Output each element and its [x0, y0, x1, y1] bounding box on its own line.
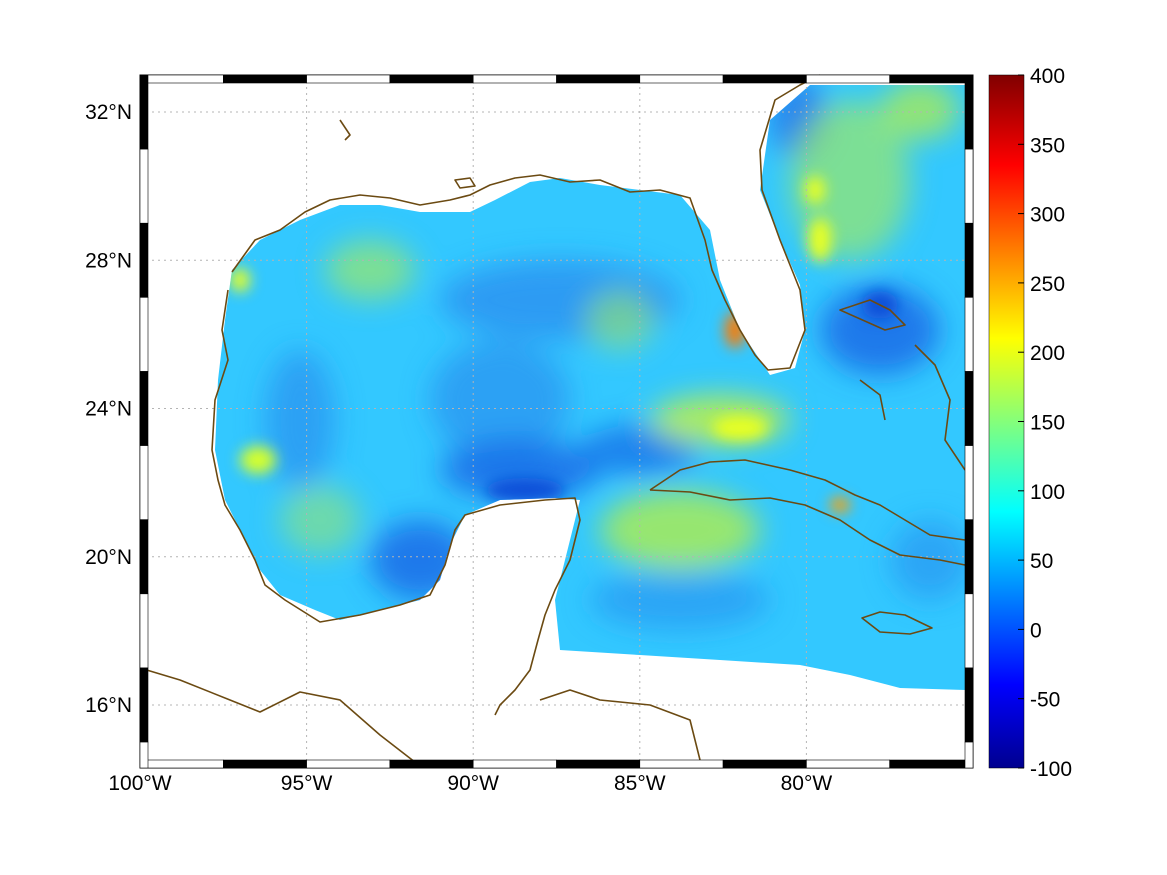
- frame-segment-right: [964, 445, 974, 521]
- frame-segment-top: [806, 74, 891, 84]
- x-tick-label: 85°W: [614, 772, 666, 795]
- frame-segment-left: [139, 593, 149, 669]
- colorbar-tick-label: 300: [1030, 204, 1065, 227]
- frame-segment-left: [139, 297, 149, 372]
- frame-segment-bottom: [806, 759, 891, 769]
- colorbar-tick-label: 100: [1030, 481, 1065, 504]
- frame-segment-left: [139, 445, 149, 521]
- x-tick-label: 80°W: [781, 772, 833, 795]
- colorbar-tick-label: -100: [1030, 758, 1072, 781]
- frame-segment-left: [139, 519, 149, 595]
- frame-segment-right: [964, 667, 974, 743]
- frame-segment-top: [556, 74, 641, 84]
- colorbar-tick-label: 50: [1030, 550, 1053, 573]
- colorbar-tick-label: -50: [1030, 689, 1060, 712]
- frame-segment-left: [139, 667, 149, 743]
- colorbar: 400 350 300 250 200 150 100 50 0 -50 -100: [988, 65, 1072, 781]
- coastline: [139, 74, 966, 767]
- y-tick-label: 20°N: [85, 546, 132, 569]
- frame-segment-left: [139, 74, 149, 150]
- x-tick-label: 90°W: [447, 772, 499, 795]
- frame-segment-bottom: [389, 759, 474, 769]
- frame-segment-left: [139, 371, 149, 446]
- frame-segment-bottom: [556, 759, 641, 769]
- y-tick-label: 28°N: [85, 249, 132, 272]
- y-axis-labels: 32°N 28°N 24°N 20°N 16°N: [85, 101, 132, 717]
- x-tick-label: 100°W: [108, 772, 171, 795]
- frame-segment-right: [964, 74, 974, 150]
- colorbar-tick-label: 150: [1030, 412, 1065, 435]
- frame-segment-left: [139, 148, 149, 224]
- colorbar-tick-label: 350: [1030, 134, 1065, 157]
- colorbar-tick-label: 0: [1030, 619, 1042, 642]
- frame-segment-right: [964, 222, 974, 298]
- x-axis-labels: 100°W 95°W 90°W 85°W 80°W: [108, 772, 832, 795]
- frame-segment-right: [964, 741, 974, 769]
- y-tick-label: 32°N: [85, 101, 132, 124]
- frame-segment-top: [639, 74, 724, 84]
- frame-segment-bottom: [722, 759, 807, 769]
- map-frame: [139, 74, 974, 769]
- frame-segment-top: [389, 74, 474, 84]
- colorbar-labels: 400 350 300 250 200 150 100 50 0 -50 -100: [1018, 65, 1072, 781]
- frame-segment-right: [964, 371, 974, 446]
- frame-segment-top: [223, 74, 307, 84]
- colorbar-tick-label: 200: [1030, 342, 1065, 365]
- colorbar-tick-label: 400: [1030, 65, 1065, 88]
- frame-segment-top: [472, 74, 557, 84]
- y-tick-label: 16°N: [85, 694, 132, 717]
- frame-segment-right: [964, 519, 974, 595]
- frame-segment-top: [722, 74, 807, 84]
- colorbar-tick-label: 250: [1030, 273, 1065, 296]
- frame-segment-bottom: [139, 759, 224, 769]
- frame-segment-bottom: [472, 759, 557, 769]
- data-field: [215, 85, 965, 690]
- frame-segment-top: [306, 74, 391, 84]
- y-tick-label: 24°N: [85, 398, 132, 421]
- frame-segment-left: [139, 222, 149, 298]
- frame-segment-top: [889, 74, 974, 84]
- frame-segment-right: [964, 593, 974, 669]
- frame-segment-top: [139, 74, 224, 84]
- frame-segment-bottom: [306, 759, 391, 769]
- frame-segment-left: [139, 741, 149, 769]
- frame-segment-bottom: [639, 759, 724, 769]
- x-tick-label: 95°W: [281, 772, 333, 795]
- frame-segment-right: [964, 297, 974, 372]
- frame-segment-right: [964, 148, 974, 224]
- frame-segment-bottom: [223, 759, 307, 769]
- frame-segment-bottom: [889, 759, 974, 769]
